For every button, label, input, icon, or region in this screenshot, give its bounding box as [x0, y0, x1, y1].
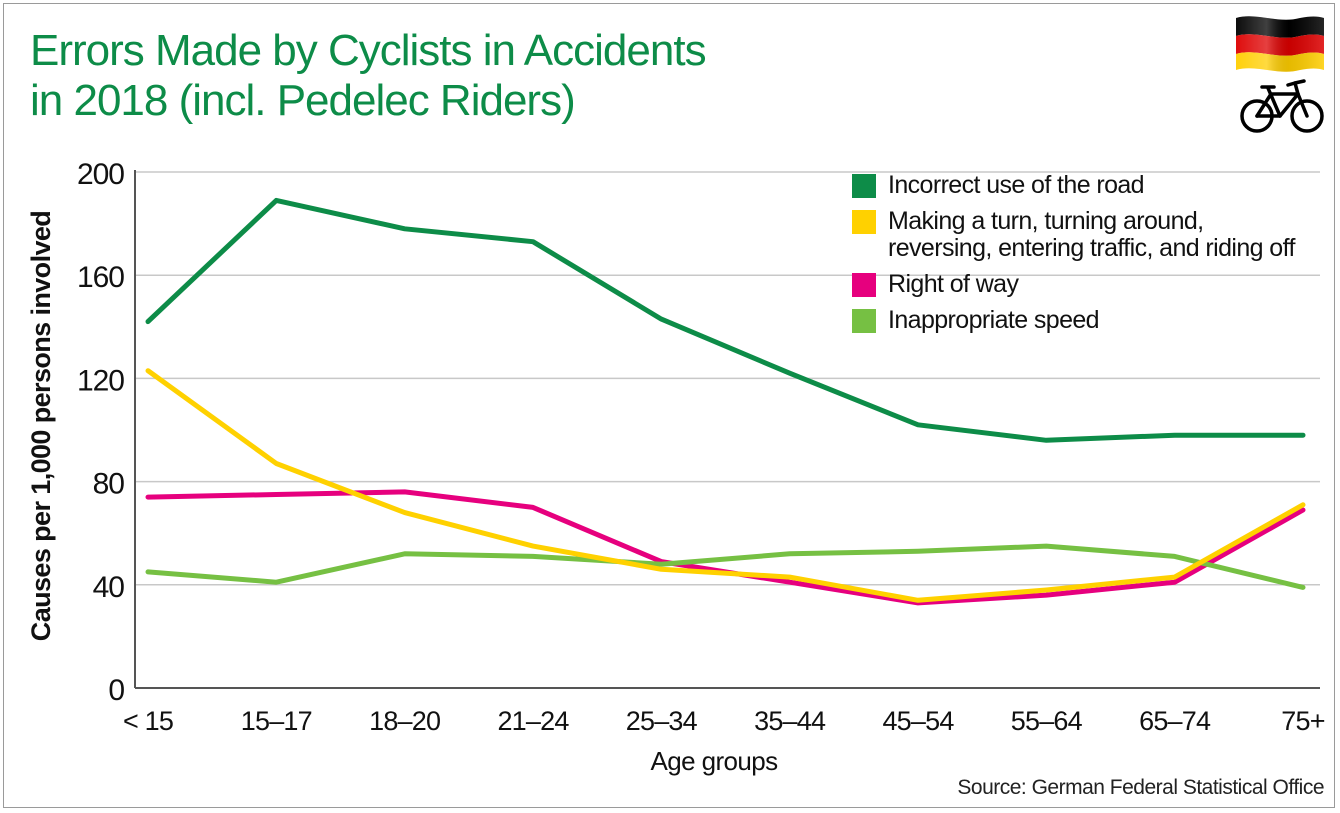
- x-tick-label: 45–54: [882, 706, 954, 736]
- y-tick-label: 80: [93, 468, 125, 501]
- legend-item-inappropriate-speed: Inappropriate speed: [852, 307, 1295, 334]
- legend-label: Right of way: [888, 270, 1019, 298]
- x-tick-label: 15–17: [241, 706, 312, 736]
- y-tick-label: 120: [77, 364, 124, 397]
- y-tick-label: 200: [77, 158, 124, 191]
- flag-shading: [1236, 16, 1324, 72]
- bicycle-icon: [1240, 79, 1324, 133]
- legend-swatch: [852, 309, 876, 333]
- legend-item-making-a-turn: Making a turn, turning around, reversing…: [852, 208, 1295, 262]
- x-axis-label: Age groups: [651, 746, 779, 776]
- legend-label-line-2: reversing, entering traffic, and riding …: [888, 234, 1295, 262]
- x-tick-label: 65–74: [1139, 706, 1211, 736]
- chart-title-line-1: Errors Made by Cyclists in Accidents: [30, 26, 707, 75]
- source-note: Source: German Federal Statistical Offic…: [957, 776, 1324, 799]
- series-line-making-a-turn-turning-around-reversing-e: [145, 368, 1306, 603]
- y-axis-label: Causes per 1,000 persons involved: [26, 211, 56, 641]
- x-tick-label: 25–34: [626, 706, 698, 736]
- x-tick-label: 55–64: [1011, 706, 1083, 736]
- chart-title-line-2: in 2018 (incl. Pedelec Riders): [30, 76, 576, 125]
- legend-item-incorrect-use-of-road: Incorrect use of the road: [852, 172, 1295, 199]
- x-tick-label: 18–20: [369, 706, 440, 736]
- chart-title: Errors Made by Cyclists in Accidents in …: [30, 26, 707, 126]
- series-line-inappropriate-speed: [145, 543, 1306, 590]
- legend-label: Inappropriate speed: [888, 306, 1100, 334]
- legend-swatch: [852, 210, 876, 234]
- series-line-incorrect-use-of-the-road: [145, 197, 1306, 443]
- legend-label-line-1: Making a turn, turning around,: [888, 207, 1204, 235]
- legend-swatch: [852, 174, 876, 198]
- chart-legend: Incorrect use of the road Making a turn,…: [852, 172, 1295, 343]
- x-tick-label: 75+: [1281, 706, 1324, 736]
- x-tick-label: 21–24: [497, 706, 569, 736]
- series-line-right-of-way: [145, 489, 1306, 606]
- germany-flag-icon: [1236, 16, 1324, 72]
- y-tick-label: 40: [93, 571, 125, 604]
- legend-swatch: [852, 273, 876, 297]
- legend-item-right-of-way: Right of way: [852, 271, 1295, 298]
- chart-frame: [3, 3, 1335, 808]
- x-tick-label: 35–44: [754, 706, 826, 736]
- legend-label: Incorrect use of the road: [888, 171, 1145, 199]
- y-tick-label: 160: [77, 261, 124, 294]
- y-tick-label: 0: [108, 674, 124, 707]
- x-tick-label: < 15: [123, 706, 173, 736]
